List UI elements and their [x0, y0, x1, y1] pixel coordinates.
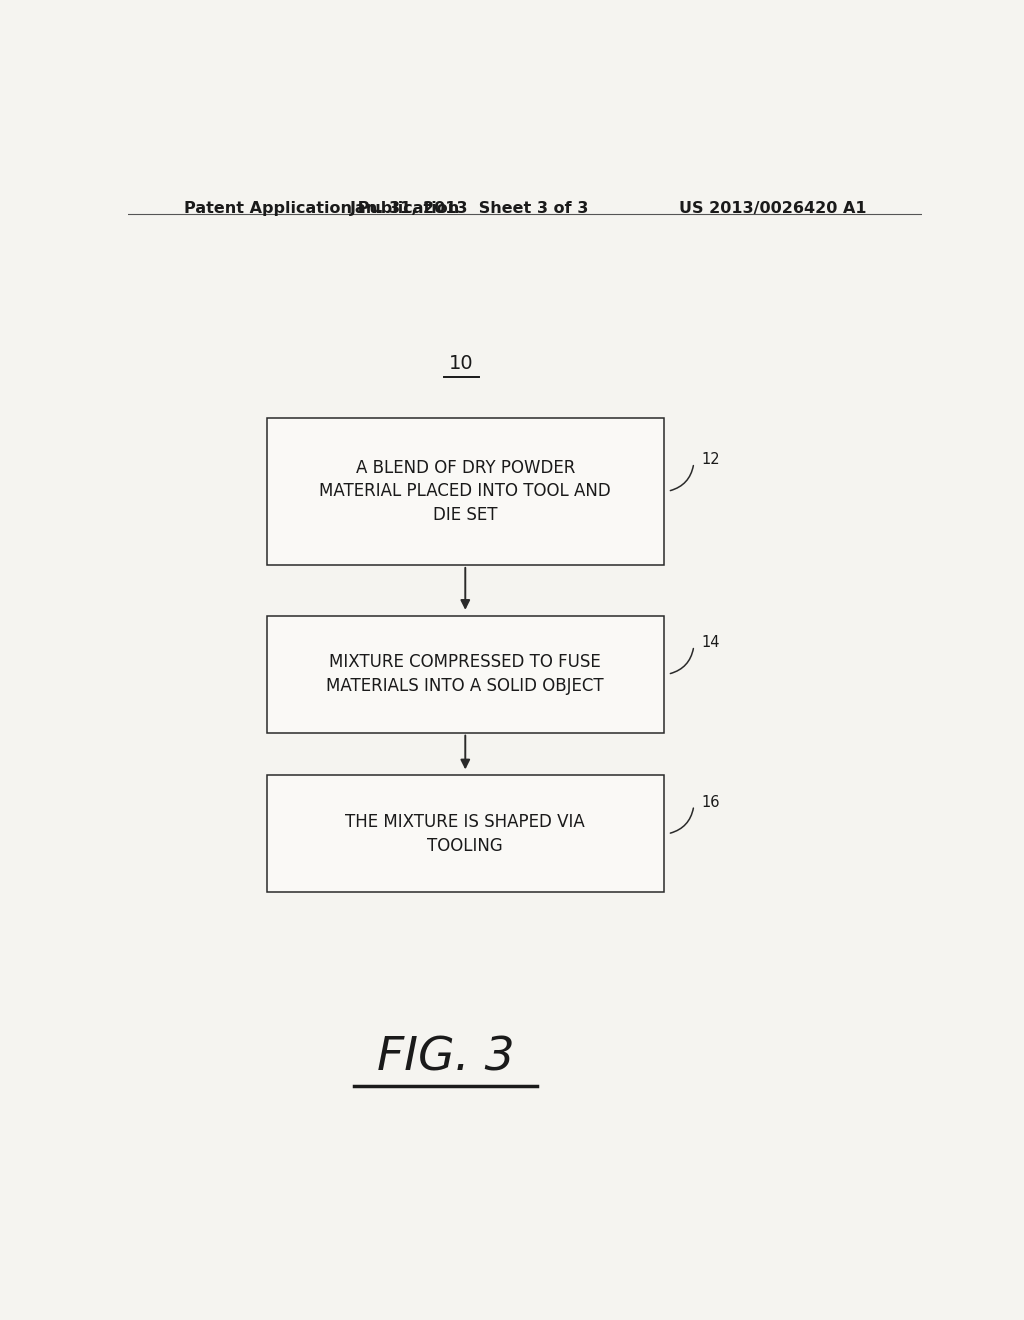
Text: 16: 16 — [701, 795, 720, 809]
Text: A BLEND OF DRY POWDER
MATERIAL PLACED INTO TOOL AND
DIE SET: A BLEND OF DRY POWDER MATERIAL PLACED IN… — [319, 458, 611, 524]
Bar — [267, 615, 664, 733]
Bar — [267, 417, 664, 565]
Text: 10: 10 — [449, 354, 474, 374]
Text: THE MIXTURE IS SHAPED VIA
TOOLING: THE MIXTURE IS SHAPED VIA TOOLING — [345, 813, 585, 854]
Text: Patent Application Publication: Patent Application Publication — [183, 201, 459, 216]
Bar — [267, 775, 664, 892]
Text: MIXTURE COMPRESSED TO FUSE
MATERIALS INTO A SOLID OBJECT: MIXTURE COMPRESSED TO FUSE MATERIALS INT… — [327, 653, 604, 696]
Text: US 2013/0026420 A1: US 2013/0026420 A1 — [679, 201, 866, 216]
Text: 12: 12 — [701, 453, 721, 467]
Text: FIG. 3: FIG. 3 — [377, 1035, 514, 1080]
Text: Jan. 31, 2013  Sheet 3 of 3: Jan. 31, 2013 Sheet 3 of 3 — [349, 201, 589, 216]
Text: 14: 14 — [701, 635, 720, 651]
